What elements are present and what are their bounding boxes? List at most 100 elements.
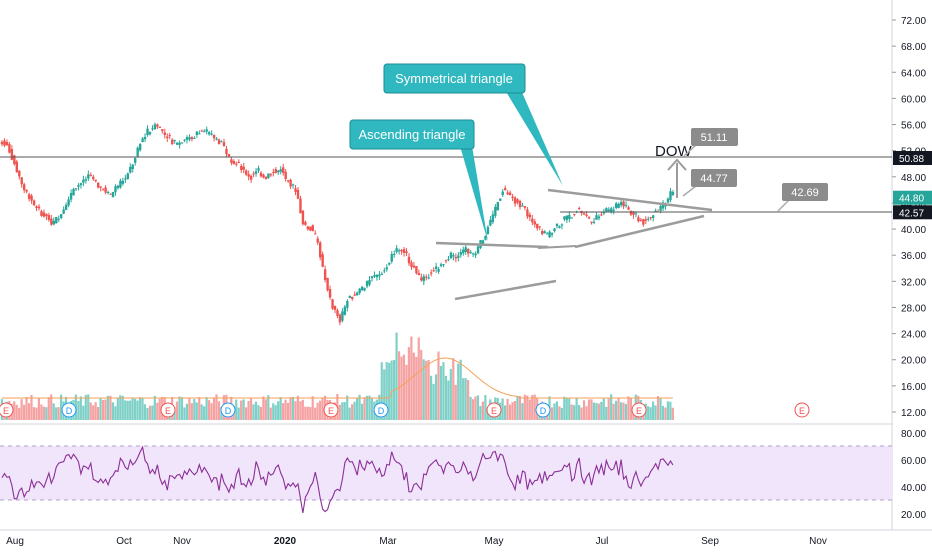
- volume-bar: [13, 401, 16, 420]
- candle-body: [92, 176, 95, 180]
- candle-body: [116, 185, 120, 189]
- symmetrical-bottom-line: [574, 214, 705, 249]
- candle-body: [425, 276, 428, 278]
- candle-body: [555, 223, 559, 227]
- volume-bar: [284, 399, 287, 420]
- dividend-marker[interactable]: [61, 402, 77, 418]
- volume-bar: [101, 399, 105, 420]
- candle-body: [407, 256, 411, 264]
- volume-bar: [40, 404, 43, 420]
- candle-body: [353, 294, 356, 296]
- candle-body: [600, 214, 603, 216]
- target-44-label: 44.77: [700, 173, 728, 185]
- candle-body: [592, 221, 596, 223]
- candle-body: [168, 135, 171, 137]
- volume-bar: [259, 406, 262, 420]
- candle-body: [3, 140, 6, 146]
- volume-bar: [141, 397, 144, 420]
- price-tick-label: 16.00: [901, 382, 926, 393]
- candle-body: [180, 142, 184, 144]
- dividend-marker[interactable]: [220, 402, 236, 418]
- earnings-marker[interactable]: [794, 402, 810, 418]
- candle-body: [360, 286, 364, 291]
- candle-body: [412, 265, 416, 268]
- candle-body: [79, 183, 83, 186]
- candle-body: [20, 177, 23, 185]
- candle-body: [240, 165, 243, 170]
- candle-body: [619, 201, 623, 206]
- candle-body: [249, 175, 253, 180]
- volume-bar: [106, 395, 110, 420]
- volume-bar: [432, 383, 435, 420]
- price-tick-label: 12.00: [901, 408, 926, 419]
- dividend-marker[interactable]: [373, 402, 389, 418]
- earnings-marker[interactable]: [631, 402, 647, 418]
- volume-bar: [346, 395, 349, 420]
- candle-body: [558, 226, 561, 228]
- dividend-marker[interactable]: [535, 402, 551, 418]
- candle-body: [203, 131, 206, 133]
- candle-body: [309, 226, 312, 231]
- candle-body: [153, 124, 157, 130]
- time-tick-label: Aug: [6, 536, 24, 547]
- target-51[interactable]: 51.11: [683, 128, 738, 157]
- candle-body: [590, 221, 593, 223]
- volume-bar: [671, 407, 674, 420]
- volume-bar: [264, 399, 267, 420]
- rsi-series: [1, 445, 674, 513]
- volume-bar: [555, 401, 558, 420]
- candle-body: [314, 233, 317, 235]
- candle-body: [109, 193, 112, 195]
- candle-body: [582, 213, 586, 215]
- volume-bar: [158, 398, 161, 420]
- time-tick-label: Nov: [809, 536, 827, 547]
- earnings-marker[interactable]: [0, 402, 14, 418]
- volume-bar: [37, 397, 40, 420]
- candle-body: [393, 253, 396, 255]
- volume-bar: [516, 395, 519, 420]
- volume-bar: [60, 394, 63, 420]
- volume-bar: [210, 403, 213, 420]
- volume-bar: [77, 400, 80, 420]
- volume-bar: [99, 398, 102, 420]
- candle-body: [602, 212, 606, 214]
- earnings-marker[interactable]: [160, 402, 176, 418]
- volume-bars: [0, 332, 674, 420]
- target-44[interactable]: 44.77: [682, 169, 737, 197]
- earnings-marker[interactable]: [323, 402, 339, 418]
- candle-body: [605, 208, 608, 212]
- earnings-marker[interactable]: [486, 402, 502, 418]
- candle-body: [319, 242, 322, 258]
- volume-bar: [479, 405, 482, 420]
- volume-bar: [45, 407, 48, 420]
- volume-bar: [368, 395, 371, 420]
- volume-bar: [311, 396, 314, 420]
- volume-bar: [190, 403, 193, 420]
- candle-body: [259, 172, 263, 177]
- candle-body: [163, 132, 166, 136]
- candle-body: [624, 205, 628, 207]
- candle-body: [346, 300, 349, 308]
- candle-body: [474, 253, 477, 256]
- candle-body: [528, 214, 532, 218]
- target-42[interactable]: 42.69: [777, 183, 828, 212]
- candle-body: [158, 126, 162, 128]
- volume-bar: [134, 398, 137, 420]
- volume-bar: [215, 394, 218, 420]
- volume-bar: [353, 401, 356, 420]
- volume-bar: [425, 360, 428, 420]
- callout-ascending-triangle[interactable]: Ascending triangle: [349, 119, 488, 242]
- volume-bar: [92, 405, 95, 420]
- volume-bar: [235, 399, 238, 420]
- volume-bar: [464, 378, 467, 420]
- candle-body: [597, 216, 601, 219]
- candle-body: [227, 153, 231, 157]
- callout-symmetrical-triangle[interactable]: Symmetrical triangle: [383, 63, 563, 186]
- candle-body: [390, 254, 393, 262]
- candle-body: [217, 139, 221, 145]
- volume-bar: [385, 362, 388, 420]
- volume-bar: [624, 404, 628, 420]
- candle-body: [548, 231, 551, 238]
